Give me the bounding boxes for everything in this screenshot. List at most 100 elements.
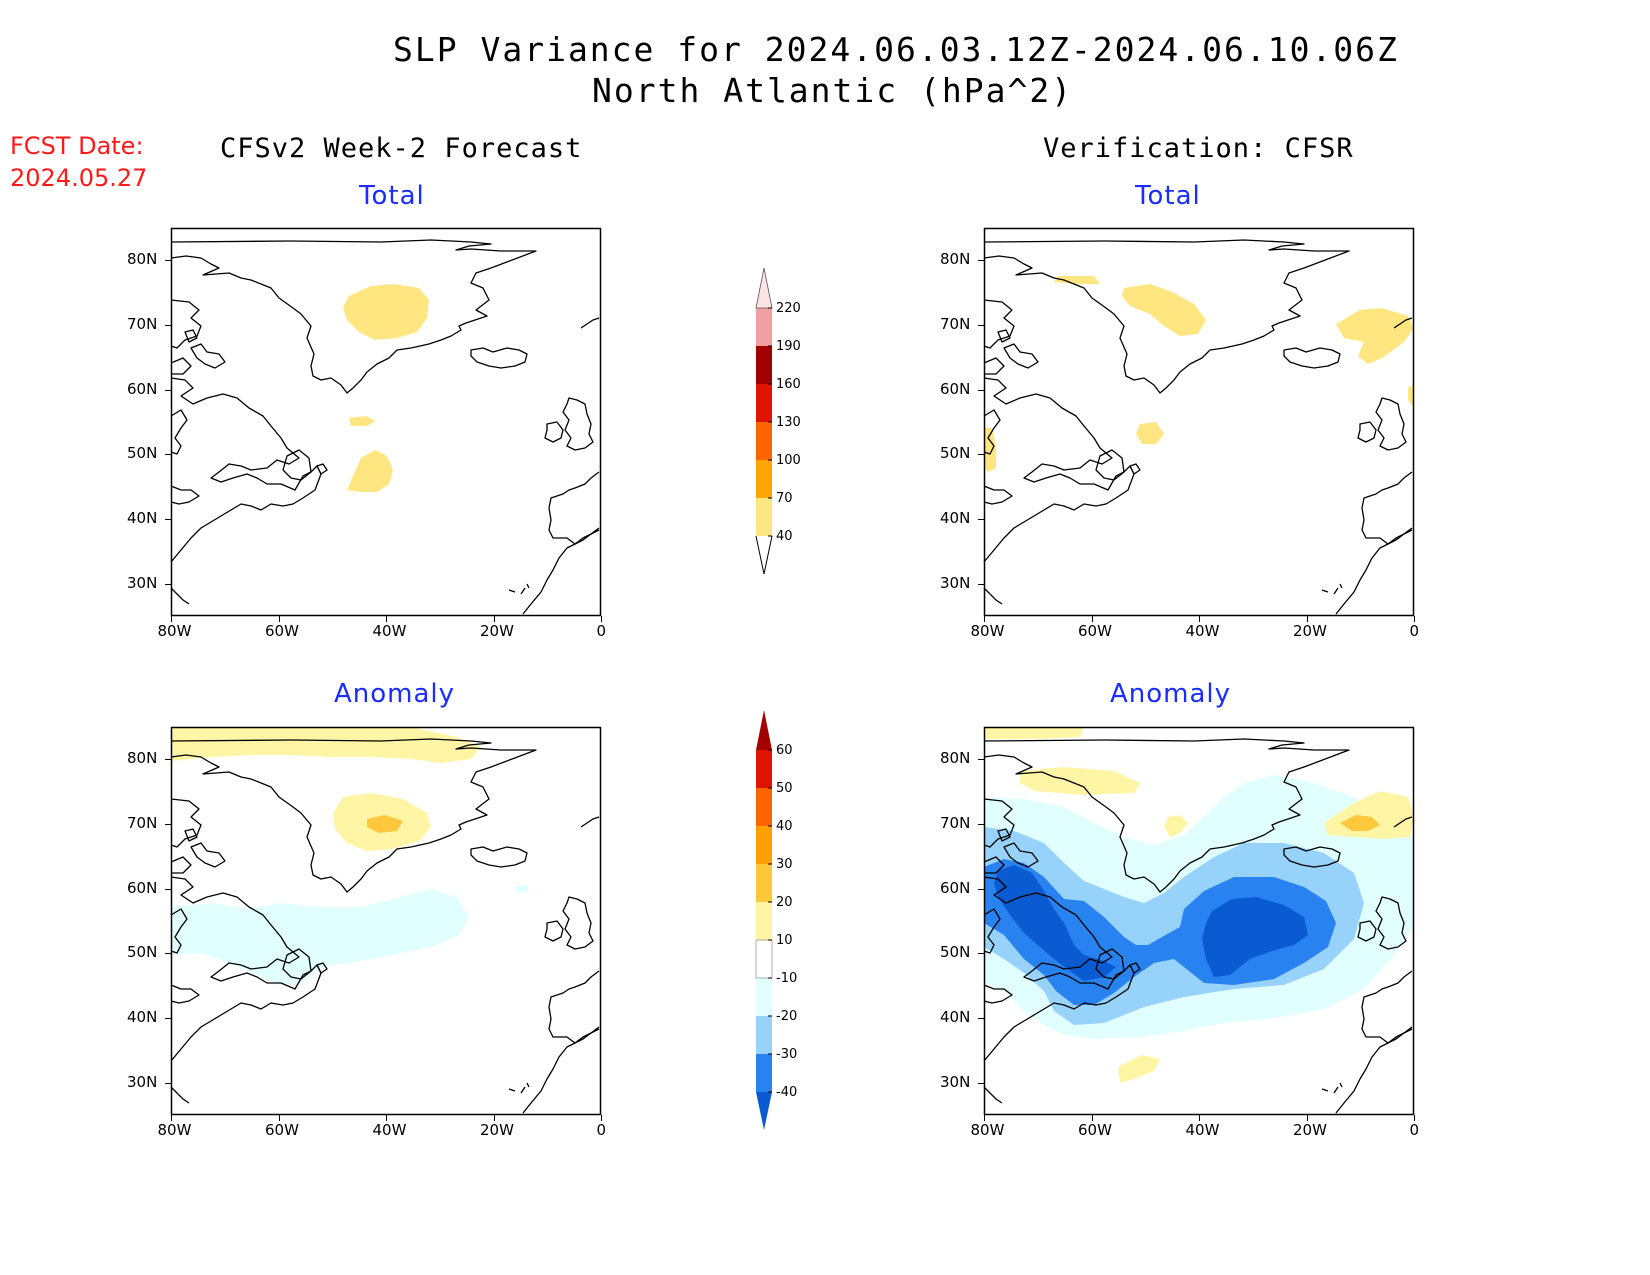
anomaly-colorbar-label: 10	[776, 933, 793, 948]
lat-tick-label: 80N	[127, 250, 158, 269]
map-frame	[170, 227, 602, 617]
anomaly-colorbar-label: 20	[776, 895, 793, 910]
contour-40-east	[1336, 308, 1414, 364]
lon-tick-label: 60W	[1078, 1121, 1112, 1139]
lon-tick-mark	[493, 616, 495, 622]
anomaly-colorbar-segment	[756, 1054, 772, 1092]
map-frame	[983, 227, 1415, 617]
lon-tick-label: 20W	[480, 1121, 514, 1139]
lat-tick-label: 60N	[127, 878, 158, 897]
total-colorbar-segment	[756, 498, 772, 536]
lon-tick-label: 80W	[157, 1121, 192, 1139]
lat-tick-label: 60N	[940, 379, 971, 398]
contour-40-greenland	[343, 284, 429, 340]
lat-tick-label: 40N	[127, 509, 158, 527]
lat-tick-mark	[978, 260, 984, 262]
anomaly-colorbar-segment	[756, 750, 772, 788]
lon-tick-label: 0	[596, 622, 607, 640]
anomaly-colorbar-label: -30	[776, 1047, 797, 1062]
contour-pos20-east	[1340, 815, 1380, 831]
contour-pos10-south	[1118, 1055, 1160, 1083]
lon-tick-mark	[1091, 1115, 1093, 1121]
lon-tick-mark	[601, 1115, 602, 1121]
lat-tick-mark	[165, 519, 171, 520]
lon-tick-mark	[278, 616, 280, 622]
lon-tick-mark	[1306, 616, 1308, 622]
lat-tick-label: 80N	[127, 749, 158, 768]
contour-neg40-east	[1202, 897, 1308, 977]
lat-tick-mark	[165, 389, 171, 391]
contour-40-edge	[1408, 384, 1414, 408]
fcst-label-text: FCST Date:	[10, 132, 144, 160]
lon-tick-mark	[386, 616, 387, 622]
lon-tick-label: 20W	[480, 622, 514, 640]
map-frame	[983, 726, 1415, 1116]
main-subtitle: North Atlantic (hPa^2)	[592, 71, 1074, 110]
contour-neg40-west	[994, 865, 1116, 981]
lat-tick-label: 80N	[940, 250, 971, 269]
verification-total-subtitle: Total	[1135, 181, 1201, 211]
coastlines	[983, 239, 1413, 615]
lon-tick-label: 80W	[157, 622, 192, 640]
main-title: SLP Variance for 2024.06.03.12Z-2024.06.…	[393, 30, 1399, 69]
lat-tick-label: 40N	[940, 1008, 971, 1026]
anomaly-contours	[984, 727, 1414, 1083]
total-colorbar-label: 40	[776, 529, 793, 544]
anomaly-colorbar-label: 60	[776, 743, 793, 758]
total-colorbar-label: 220	[776, 301, 801, 316]
contour-40-mid	[1136, 422, 1164, 444]
lat-tick-label: 30N	[940, 573, 971, 592]
lat-tick-label: 50N	[940, 444, 971, 463]
lon-tick-label: 40W	[1185, 1121, 1220, 1139]
lat-tick-mark	[165, 953, 171, 955]
total-colorbar-label: 100	[776, 453, 801, 468]
verification-anomaly-subtitle: Anomaly	[1110, 679, 1232, 709]
anomaly-colorbar-bottom-cap	[756, 1092, 772, 1130]
verification-anomaly-map	[983, 726, 1415, 1116]
lon-tick-label: 80W	[970, 622, 1005, 640]
total-colorbar-label: 130	[776, 415, 801, 430]
lat-tick-mark	[978, 953, 984, 955]
lat-tick-mark	[978, 824, 984, 825]
anomaly-colorbar-label: 40	[776, 819, 793, 834]
lat-tick-mark	[165, 1018, 171, 1019]
lon-tick-label: 60W	[265, 1121, 299, 1139]
lon-tick-mark	[1199, 616, 1200, 622]
lat-tick-mark	[978, 1082, 984, 1084]
lat-tick-label: 50N	[127, 444, 158, 463]
lon-tick-mark	[386, 1115, 387, 1121]
anomaly-colorbar-label: 50	[776, 781, 793, 796]
anomaly-colorbar-label: 30	[776, 857, 793, 872]
lon-tick-mark	[1306, 1115, 1308, 1121]
lat-tick-label: 70N	[940, 814, 971, 832]
anomaly-colorbar-top-cap	[756, 710, 772, 750]
lat-tick-mark	[165, 454, 171, 456]
forecast-total-map	[170, 227, 602, 617]
contour-40-small	[349, 416, 375, 426]
total-colorbar-segment	[756, 308, 772, 346]
lat-tick-label: 30N	[127, 573, 158, 592]
lon-tick-mark	[171, 1115, 172, 1121]
lat-tick-label: 70N	[127, 315, 158, 333]
anomaly-colorbar-label: -20	[776, 1009, 797, 1024]
map-frame	[170, 726, 602, 1116]
total-colorbar-bottom-cap	[755, 535, 773, 575]
lon-tick-label: 20W	[1293, 622, 1327, 640]
lon-tick-mark	[171, 616, 172, 622]
total-colorbar-segment	[756, 460, 772, 498]
anomaly-colorbar-segment	[756, 826, 772, 864]
lon-tick-label: 0	[1409, 1121, 1420, 1139]
lon-tick-mark	[984, 1115, 985, 1121]
lat-tick-mark	[165, 325, 171, 326]
contour-pos10-greenland-east	[1164, 815, 1188, 837]
lat-tick-label: 40N	[127, 1008, 158, 1026]
lat-tick-mark	[165, 888, 171, 890]
verification-total-map	[983, 227, 1415, 617]
anomaly-colorbar-segment	[756, 978, 772, 1016]
lat-tick-label: 30N	[940, 1072, 971, 1091]
lat-tick-label: 70N	[940, 315, 971, 333]
total-colorbar-cap	[755, 267, 773, 309]
lat-tick-label: 40N	[940, 509, 971, 527]
total-colorbar-label: 70	[776, 491, 793, 506]
lat-tick-mark	[978, 888, 984, 890]
